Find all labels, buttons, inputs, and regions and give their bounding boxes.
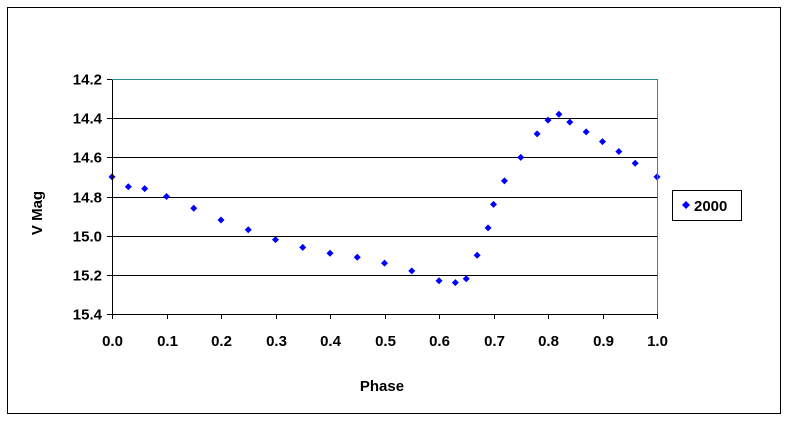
x-tick-label: 0.2 [211,333,232,350]
tick-labels: 14.2 14.4 14.6 14.8 15.0 15.2 15.4 0.0 0.1 0.2 0.3… [73,72,668,351]
data-point [163,193,170,200]
data-point [381,259,388,267]
y-tick-label: 15.0 [73,229,102,246]
legend: 2000 [672,190,742,221]
x-tick-label: 1.0 [647,333,668,350]
x-tick-label: 0.1 [157,333,178,350]
data-point [141,185,149,193]
gridlines [112,118,657,276]
x-tick-label: 0.0 [102,333,123,350]
x-tick-label: 0.4 [320,333,342,350]
x-tick-label: 0.5 [375,333,396,350]
x-axis-label: Phase [360,378,404,395]
data-point [517,153,525,161]
x-tick-label: 0.8 [538,333,559,350]
data-point [582,128,590,136]
data-point [533,130,541,138]
data-point [462,275,470,283]
y-tick-label: 14.8 [73,190,102,207]
data-point [490,200,497,208]
data-point [124,183,132,191]
x-tick-label: 0.3 [266,333,287,350]
axes [107,79,658,319]
data-point [566,118,574,126]
data-point [631,159,639,167]
data-point [299,243,307,251]
data-point [599,138,606,146]
data-point [408,267,416,275]
y-tick-label: 15.2 [73,268,102,285]
x-tick-label: 0.9 [593,333,614,350]
x-tick-label: 0.6 [429,333,450,350]
y-tick-label: 15.4 [73,307,103,324]
data-point [435,277,443,285]
data-point [544,116,552,124]
data-point [190,204,198,212]
data-point [473,251,481,259]
data-point [555,110,563,118]
legend-label-2000: 2000 [694,198,727,215]
data-point [500,177,508,185]
y-axis-label: V Mag [29,191,46,235]
data-point [326,249,334,257]
data-point [217,216,225,224]
legend-marker-2000 [682,201,690,209]
y-tick-label: 14.6 [73,150,102,167]
plot-area [112,79,657,314]
data-point [353,253,361,261]
x-tick-label: 0.7 [484,333,505,350]
data-point [484,224,492,232]
data-points [108,110,661,287]
y-tick-label: 14.4 [73,111,103,128]
data-point [451,279,459,287]
data-point [272,236,279,244]
y-tick-label: 14.2 [73,72,102,89]
data-point [615,147,623,155]
data-point [244,226,252,234]
